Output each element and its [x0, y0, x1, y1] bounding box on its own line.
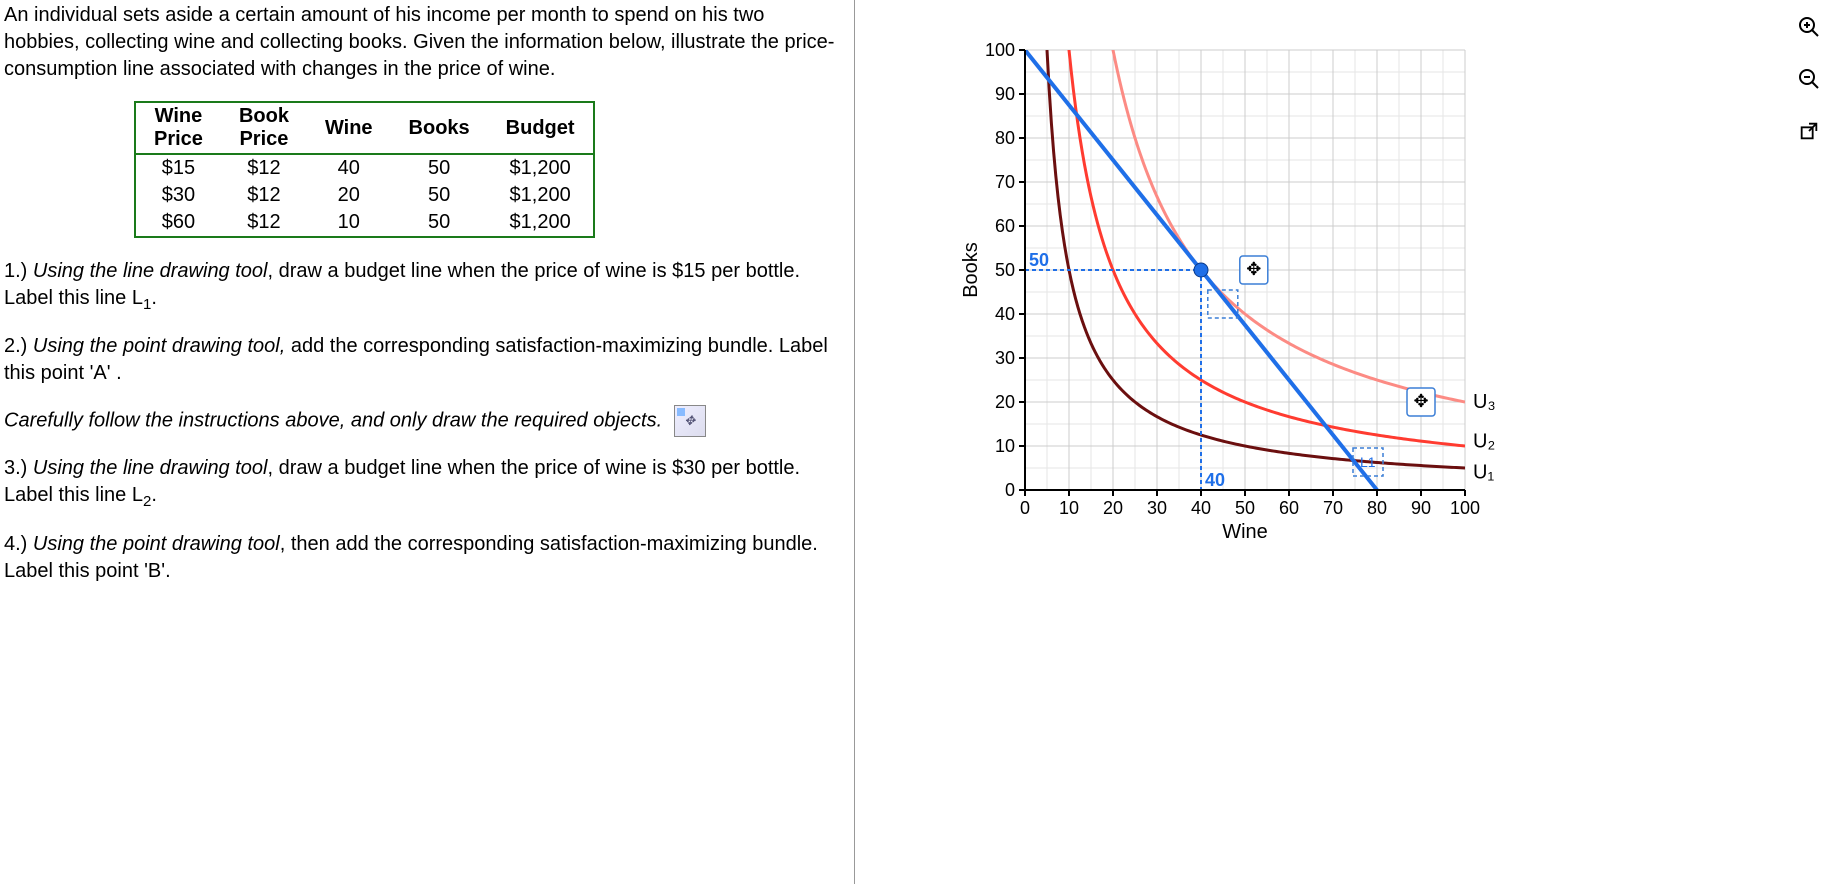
svg-text:50: 50 — [1235, 498, 1255, 518]
intro-text: An individual sets aside a certain amoun… — [4, 2, 844, 83]
table-row: $30$122050$1,200 — [135, 182, 594, 209]
svg-text:U₁: U₁ — [1473, 461, 1494, 483]
col-wine: Wine — [307, 102, 391, 154]
svg-text:40: 40 — [995, 304, 1015, 324]
chart-toolbar — [1792, 10, 1826, 148]
svg-text:0: 0 — [1020, 498, 1030, 518]
table-row: $15$124050$1,200 — [135, 154, 594, 182]
caution-text: Carefully follow the instructions above,… — [4, 405, 844, 437]
svg-text:20: 20 — [995, 392, 1015, 412]
svg-text:✥: ✥ — [1413, 391, 1428, 411]
svg-text:L1: L1 — [1360, 454, 1376, 470]
svg-text:60: 60 — [995, 216, 1015, 236]
svg-text:U₃: U₃ — [1473, 391, 1496, 413]
svg-text:20: 20 — [1103, 498, 1123, 518]
svg-text:10: 10 — [995, 436, 1015, 456]
drawing-tool-icon[interactable] — [674, 405, 706, 437]
question-4: 4.) Using the point drawing tool, then a… — [4, 531, 844, 585]
chart-panel: 50 40 L1 ✥ ✥ 00 10 10 20 20 30 30 40 40 50 50 60 60 70 70 80… — [855, 0, 1836, 884]
svg-text:50: 50 — [1029, 250, 1049, 270]
question-1: 1.) Using the line drawing tool, draw a … — [4, 258, 844, 315]
svg-text:40: 40 — [1205, 470, 1225, 490]
svg-text:40: 40 — [1191, 498, 1211, 518]
table-row: $60$121050$1,200 — [135, 209, 594, 237]
svg-text:0: 0 — [1005, 480, 1015, 500]
col-book-price: BookPrice — [221, 102, 307, 154]
svg-text:80: 80 — [1367, 498, 1387, 518]
svg-text:60: 60 — [1279, 498, 1299, 518]
svg-text:30: 30 — [1147, 498, 1167, 518]
question-panel: An individual sets aside a certain amoun… — [0, 0, 855, 884]
svg-text:70: 70 — [1323, 498, 1343, 518]
svg-text:Wine: Wine — [1222, 521, 1268, 543]
svg-text:100: 100 — [985, 40, 1015, 60]
zoom-out-icon[interactable] — [1792, 62, 1826, 96]
col-budget: Budget — [488, 102, 594, 154]
svg-text:70: 70 — [995, 172, 1015, 192]
svg-text:90: 90 — [1411, 498, 1431, 518]
question-2: 2.) Using the point drawing tool, add th… — [4, 333, 844, 387]
svg-text:30: 30 — [995, 348, 1015, 368]
svg-text:100: 100 — [1450, 498, 1480, 518]
col-wine-price: WinePrice — [135, 102, 221, 154]
chart[interactable]: 50 40 L1 ✥ ✥ 00 10 10 20 20 30 30 40 40 50 50 60 60 70 70 80… — [955, 20, 1575, 580]
svg-text:Books: Books — [960, 242, 982, 298]
data-table: WinePrice BookPrice Wine Books Budget $1… — [134, 101, 595, 238]
svg-text:80: 80 — [995, 128, 1015, 148]
question-3: 3.) Using the line drawing tool, draw a … — [4, 455, 844, 512]
svg-text:U₂: U₂ — [1473, 431, 1495, 453]
popout-icon[interactable] — [1792, 114, 1826, 148]
svg-text:50: 50 — [995, 260, 1015, 280]
svg-text:✥: ✥ — [1246, 259, 1261, 279]
zoom-in-icon[interactable] — [1792, 10, 1826, 44]
svg-text:10: 10 — [1059, 498, 1079, 518]
col-books: Books — [391, 102, 488, 154]
svg-text:90: 90 — [995, 84, 1015, 104]
